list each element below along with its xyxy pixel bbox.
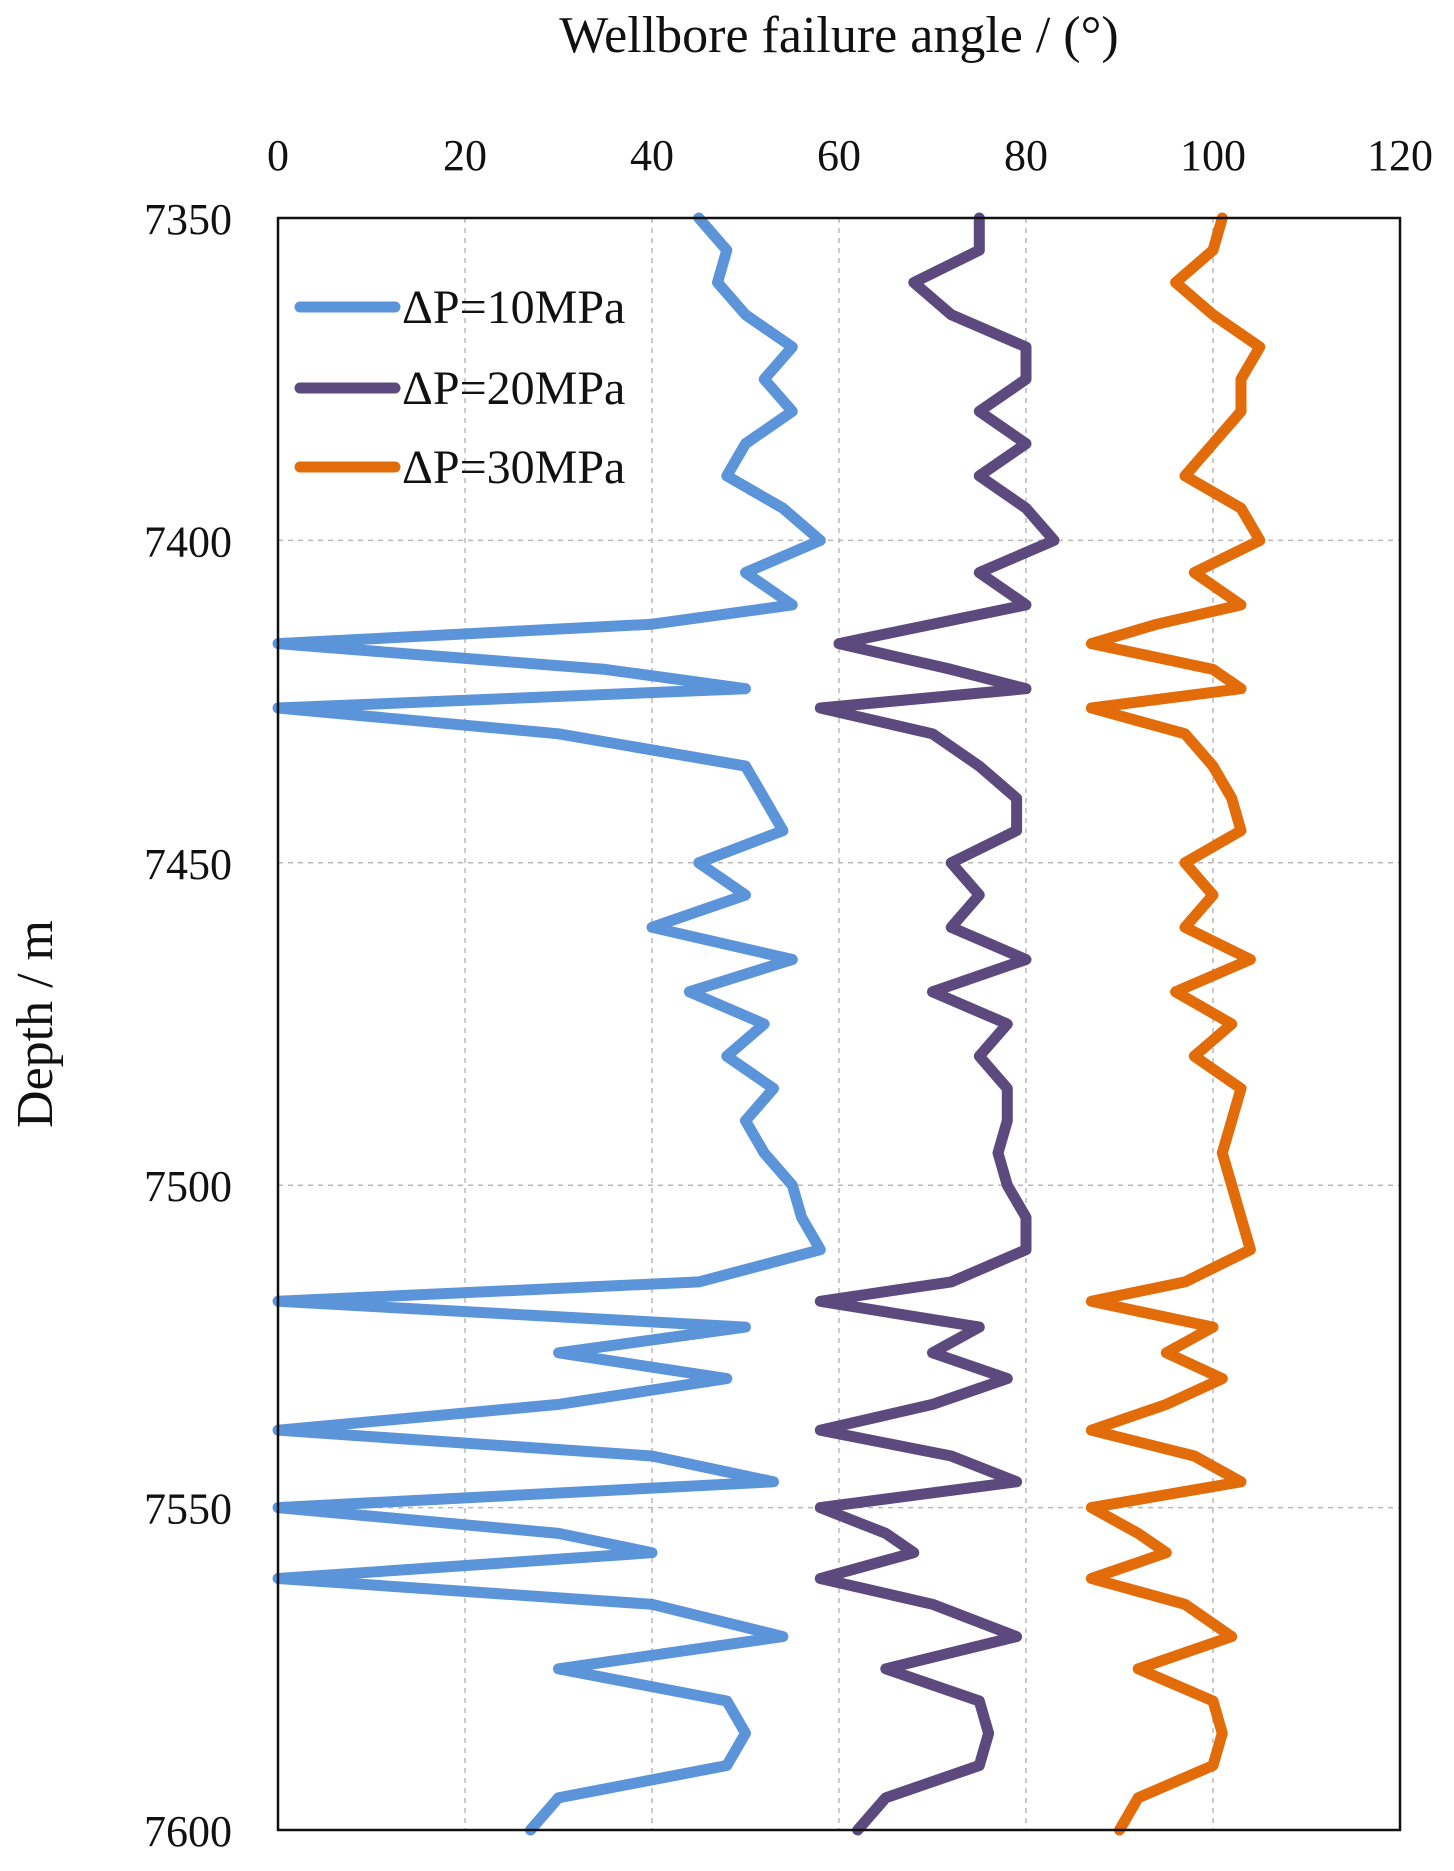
x-tick-label: 120 [1367, 131, 1433, 180]
x-tick-label: 80 [1004, 131, 1048, 180]
y-tick-label: 7450 [144, 840, 232, 889]
x-tick-label: 100 [1180, 131, 1246, 180]
legend-item-s20: ΔP=20MPa [294, 362, 625, 415]
y-tick-label: 7550 [144, 1485, 232, 1534]
x-tick-label: 40 [630, 131, 674, 180]
legend-label-s20: ΔP=20MPa [402, 362, 625, 415]
y-tick-label: 7600 [144, 1807, 232, 1856]
x-tick-label: 60 [817, 131, 861, 180]
legend-label-s10: ΔP=10MPa [402, 281, 625, 334]
series-line-3 [1085, 212, 1266, 1836]
x-tick-label: 20 [443, 131, 487, 180]
y-tick-label: 7500 [144, 1162, 232, 1211]
y-tick-label: 7400 [144, 517, 232, 566]
y-axis-title: Depth / m [7, 920, 64, 1128]
series-layer [272, 212, 1266, 1836]
y-tick-labels: 7350 7400 7450 7500 7550 7600 [144, 195, 232, 1856]
y-tick-label: 7350 [144, 195, 232, 244]
x-tick-label: 0 [267, 131, 289, 180]
series-line-2 [814, 212, 1060, 1836]
series-line-1 [272, 212, 826, 1836]
legend: ΔP=10MPa ΔP=20MPa ΔP=30MPa [294, 281, 625, 494]
legend-item-s10: ΔP=10MPa [294, 281, 625, 334]
x-tick-labels: 0 20 40 60 80 100 120 [267, 131, 1433, 180]
legend-label-s30: ΔP=30MPa [402, 441, 625, 494]
x-axis-title: Wellbore failure angle / (°) [559, 7, 1118, 64]
plot-frame [276, 216, 1402, 1832]
legend-item-s30: ΔP=30MPa [294, 441, 625, 494]
